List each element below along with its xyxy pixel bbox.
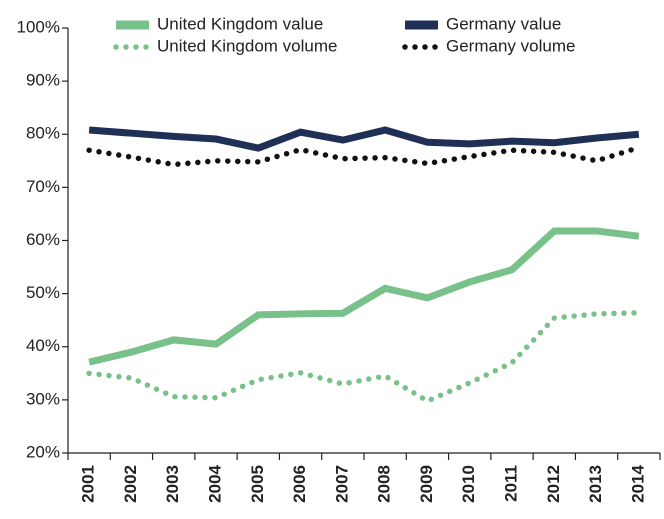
y-tick-label: 90% — [26, 71, 60, 90]
y-tick-label: 100% — [17, 17, 60, 36]
x-tick-label: 2005 — [248, 465, 267, 503]
legend-label: Germany value — [446, 14, 561, 33]
x-tick-label: 2011 — [501, 465, 520, 502]
y-tick-label: 80% — [26, 124, 60, 143]
y-tick-label: 60% — [26, 230, 60, 249]
x-tick-label: 2003 — [163, 465, 182, 503]
x-tick-label: 2013 — [586, 465, 605, 503]
y-tick-label: 40% — [26, 336, 60, 355]
x-tick-label: 2004 — [205, 464, 224, 502]
y-tick-label: 30% — [26, 389, 60, 408]
y-tick-label: 50% — [26, 283, 60, 302]
x-tick-label: 2012 — [544, 465, 563, 503]
legend-label: United Kingdom volume — [157, 36, 337, 55]
x-tick-label: 2001 — [79, 465, 98, 503]
y-tick-label: 20% — [26, 442, 60, 461]
x-tick-label: 2007 — [332, 465, 351, 503]
legend-label: United Kingdom value — [157, 14, 323, 33]
series-line — [88, 126, 640, 152]
x-tick-label: 2009 — [417, 465, 436, 503]
x-tick-label: 2006 — [290, 465, 309, 503]
x-tick-label: 2002 — [121, 465, 140, 503]
legend-label: Germany volume — [446, 36, 575, 55]
y-tick-label: 70% — [26, 177, 60, 196]
x-tick-label: 2008 — [375, 465, 394, 503]
series-line — [86, 144, 642, 168]
series-line — [86, 310, 642, 405]
x-tick-label: 2010 — [459, 465, 478, 503]
x-tick-label: 2014 — [628, 464, 647, 502]
series-line — [88, 227, 640, 366]
